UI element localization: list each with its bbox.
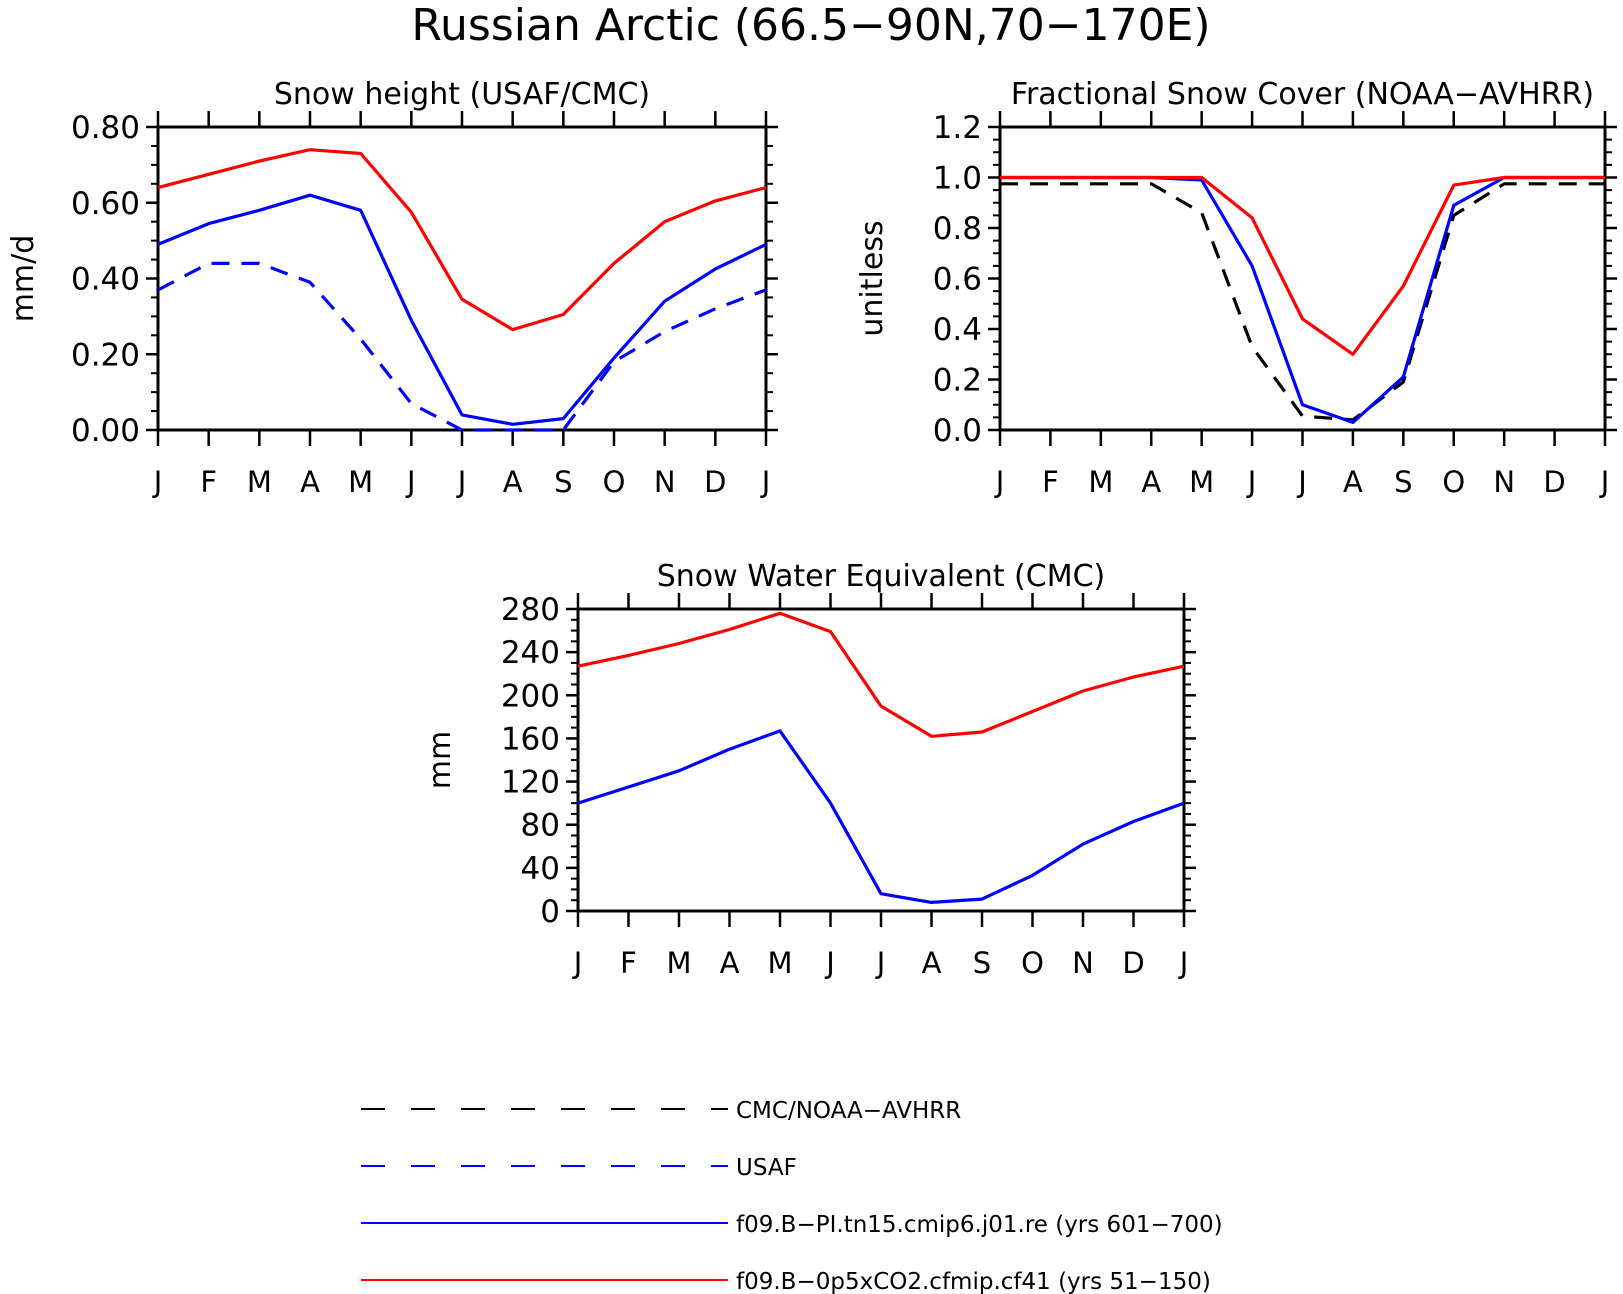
x-tick-label: J: [994, 465, 1005, 499]
y-tick-label: 40: [521, 851, 560, 887]
x-tick-label: M: [1088, 465, 1113, 499]
x-tick-label: S: [973, 946, 991, 980]
x-tick-label: N: [1493, 465, 1515, 499]
x-tick-label: A: [300, 465, 320, 499]
x-tick-label: A: [720, 946, 740, 980]
series-line: [1000, 175, 1605, 424]
y-tick-label: 80: [521, 808, 560, 844]
series-line: [577, 729, 1185, 905]
x-tick-label: S: [1394, 465, 1412, 499]
legend: CMC/NOAA−AVHRR USAF f09.B−PI.tn15.cmip6.j0…: [361, 1098, 1223, 1294]
x-tick-label: N: [1072, 946, 1094, 980]
series-line: [1000, 182, 1605, 422]
x-tick-label: D: [704, 465, 726, 499]
y-tick-label: 160: [501, 721, 560, 757]
y-axis-label: unitless: [855, 220, 890, 336]
x-tick-label: S: [554, 465, 572, 499]
x-tick-label: J: [456, 465, 467, 499]
y-tick-label: 0.00: [71, 413, 140, 449]
y-tick-label: 0.60: [71, 186, 140, 222]
x-tick-label: D: [1122, 946, 1144, 980]
x-tick-label: F: [1042, 465, 1059, 499]
y-tick-label: 1.2: [933, 110, 982, 146]
x-tick-label: M: [247, 465, 272, 499]
series-line: [157, 148, 767, 332]
plot-frame: [156, 125, 768, 432]
figure-title: Russian Arctic (66.5−90N,70−170E): [411, 0, 1210, 51]
legend-label: f09.B−PI.tn15.cmip6.j01.re (yrs 601−700): [736, 1212, 1223, 1238]
legend-label: USAF: [736, 1155, 797, 1181]
legend-label: f09.B−0p5xCO2.cfmip.cf41 (yrs 51−150): [736, 1269, 1211, 1294]
y-tick-label: 200: [501, 678, 560, 714]
y-tick-label: 240: [501, 635, 560, 671]
y-tick-label: 0.8: [933, 211, 982, 247]
x-tick-label: J: [572, 946, 583, 980]
series-line: [577, 611, 1185, 738]
x-tick-label: A: [922, 946, 942, 980]
x-tick-label: J: [1599, 465, 1610, 499]
y-tick-label: 0.4: [933, 312, 982, 348]
y-axis-label: mm: [423, 731, 458, 789]
x-tick-label: O: [1442, 465, 1465, 499]
x-tick-label: J: [760, 465, 771, 499]
y-tick-label: 120: [501, 765, 560, 801]
y-tick-label: 280: [501, 592, 560, 628]
x-tick-label: M: [767, 946, 792, 980]
series-line: [157, 193, 767, 426]
panel-title: Snow Water Equivalent (CMC): [657, 559, 1105, 594]
legend-label: CMC/NOAA−AVHRR: [736, 1098, 961, 1124]
x-tick-label: M: [1189, 465, 1214, 499]
panel-title: Snow height (USAF/CMC): [274, 77, 650, 112]
x-tick-label: O: [1021, 946, 1044, 980]
x-tick-label: J: [1246, 465, 1257, 499]
x-tick-label: A: [1343, 465, 1363, 499]
x-tick-label: J: [152, 465, 163, 499]
panel-title: Fractional Snow Cover (NOAA−AVHRR): [1011, 77, 1594, 112]
x-tick-label: A: [503, 465, 523, 499]
y-axis-label: mm/d: [6, 235, 41, 323]
y-tick-label: 0.40: [71, 262, 140, 298]
x-tick-label: F: [620, 946, 637, 980]
x-tick-label: M: [666, 946, 691, 980]
plot-frame: [576, 607, 1186, 913]
x-tick-label: F: [200, 465, 217, 499]
plot-frame: [998, 125, 1607, 432]
x-tick-label: J: [875, 946, 886, 980]
x-tick-label: J: [1296, 465, 1307, 499]
x-tick-label: N: [654, 465, 676, 499]
x-tick-label: A: [1141, 465, 1161, 499]
y-tick-label: 0.6: [933, 262, 982, 298]
y-tick-label: 0.0: [933, 413, 982, 449]
series-line: [1000, 175, 1605, 356]
panel-snow-cover: 0.00.20.40.60.81.01.2J F M A M J J A S O N D JFracti…: [855, 77, 1617, 499]
x-tick-label: D: [1543, 465, 1565, 499]
x-tick-label: M: [348, 465, 373, 499]
x-tick-label: J: [405, 465, 416, 499]
x-tick-label: J: [1178, 946, 1189, 980]
y-tick-label: 0.2: [933, 363, 982, 399]
x-tick-label: O: [603, 465, 626, 499]
y-tick-label: 0.80: [71, 110, 140, 146]
y-tick-label: 0: [540, 894, 560, 930]
series-line: [157, 261, 767, 432]
y-tick-label: 1.0: [933, 161, 982, 197]
y-tick-label: 0.20: [71, 337, 140, 373]
x-tick-label: J: [824, 946, 835, 980]
